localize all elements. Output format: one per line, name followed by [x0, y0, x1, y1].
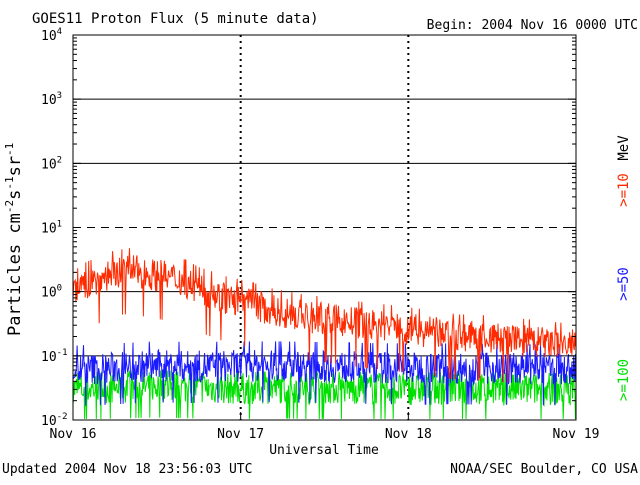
y-axis-label: Particles cm-2s-1sr-1 — [3, 143, 25, 336]
y-tick-label: 100 — [41, 284, 62, 301]
day-divider-ticks — [239, 35, 410, 420]
legend-mev: MeV — [616, 135, 632, 161]
y-tick-labels: 104 103 102 101 100 10-1 10-2 — [41, 27, 576, 429]
svg-text:Particles cm-2s-1sr-1: Particles cm-2s-1sr-1 — [3, 143, 25, 336]
chart-title: GOES11 Proton Flux (5 minute data) — [32, 11, 319, 27]
y-label-exp2: -1 — [3, 176, 16, 189]
y-label-mid1: s — [5, 190, 25, 200]
threshold-lines — [73, 98, 576, 357]
y-tick-label: 10-2 — [41, 412, 68, 429]
y-label-base: Particles cm — [5, 213, 25, 336]
series-layer — [72, 248, 577, 420]
y-label-mid2: sr — [5, 156, 25, 176]
series-line-ge10 — [72, 248, 577, 383]
legend: MeV >=10 >=50 >=100 — [616, 135, 632, 401]
series-line-ge50 — [72, 341, 577, 406]
y-label-exp3: -1 — [3, 143, 16, 156]
begin-label: Begin: 2004 Nov 16 0000 UTC — [427, 18, 638, 33]
y-tick-label: 101 — [41, 220, 62, 237]
x-axis-label: Universal Time — [269, 443, 379, 458]
footer-credit: NOAA/SEC Boulder, CO USA — [450, 462, 638, 477]
legend-ge10: >=10 — [616, 173, 632, 207]
x-tick-label: Nov 18 — [385, 427, 432, 442]
x-tick-labels: Nov 16 Nov 17 Nov 18 Nov 19 — [50, 412, 600, 442]
x-tick-label: Nov 19 — [553, 427, 600, 442]
y-label-exp1: -2 — [3, 200, 16, 213]
y-tick-label: 10-1 — [41, 348, 68, 365]
series-line-ge100 — [72, 370, 577, 420]
x-tick-label: Nov 17 — [217, 427, 264, 442]
x-tick-label: Nov 16 — [50, 427, 97, 442]
legend-ge100: >=100 — [616, 359, 632, 401]
y-tick-label: 104 — [41, 27, 62, 44]
y-tick-label: 103 — [41, 91, 62, 108]
legend-ge50: >=50 — [616, 267, 632, 301]
y-tick-label: 102 — [41, 155, 62, 172]
footer-updated: Updated 2004 Nov 18 23:56:03 UTC — [2, 462, 252, 477]
